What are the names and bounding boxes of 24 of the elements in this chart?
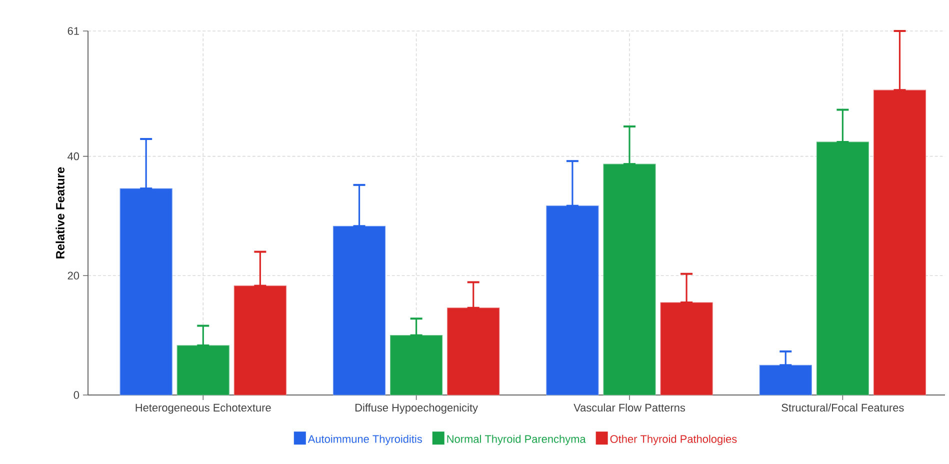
- bar: [120, 188, 172, 396]
- x-tick-label: Structural/Focal Features: [782, 404, 904, 412]
- bar: [390, 335, 443, 396]
- y-axis-title: Relative Feature: [56, 167, 64, 258]
- bar: [660, 302, 713, 396]
- legend-label: Other Thyroid Pathologies: [610, 434, 737, 446]
- bar: [603, 164, 656, 396]
- legend-label: Autoimmune Thyroiditis: [308, 434, 422, 446]
- bar: [873, 90, 926, 396]
- y-tick-label: 61: [68, 27, 79, 35]
- bar: [546, 206, 599, 396]
- x-tick-label: Heterogeneous Echotexture: [136, 404, 271, 414]
- bar: [176, 345, 230, 396]
- bar: [332, 226, 386, 396]
- bar: [447, 308, 500, 396]
- x-tick-label: Diffuse Hypoechogenicity: [355, 404, 478, 414]
- y-tick-label: 40: [68, 152, 80, 160]
- legend-label: Normal Thyroid Parenchyma: [447, 434, 586, 446]
- y-tick-label: 0: [74, 391, 80, 399]
- bar: [234, 285, 286, 396]
- y-tick-label: 20: [68, 272, 80, 280]
- bar: [759, 364, 812, 396]
- x-tick-label: Vascular Flow Patterns: [574, 404, 686, 412]
- bar: [816, 142, 869, 396]
